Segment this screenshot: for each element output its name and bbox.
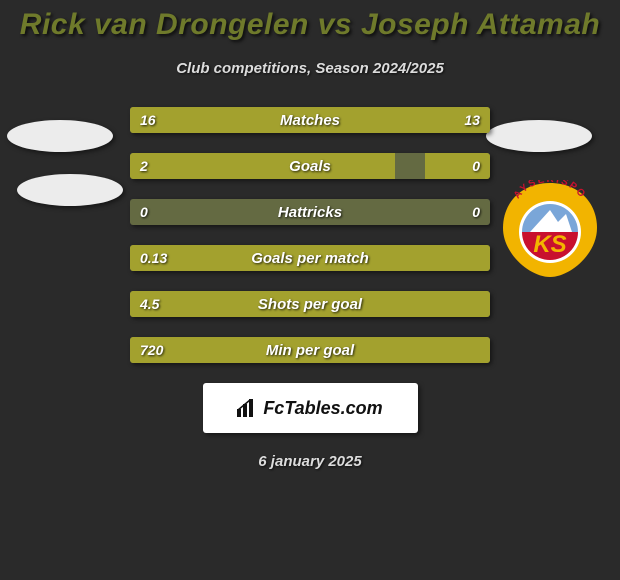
- brand-logo-plate: FcTables.com: [203, 383, 418, 433]
- club-badge: AYSERISPO KS: [500, 180, 600, 280]
- player2-avatar-oval: [486, 120, 592, 152]
- vs-separator: vs: [318, 8, 352, 41]
- date-label: 6 january 2025: [0, 453, 620, 470]
- badge-letters: KS: [533, 231, 566, 258]
- stat-row: 1613Matches: [130, 107, 490, 133]
- stat-label: Matches: [130, 107, 490, 133]
- bars-icon: [237, 399, 259, 417]
- stat-label: Goals: [130, 153, 490, 179]
- stat-row: 00Hattricks: [130, 199, 490, 225]
- stat-row: 0.13Goals per match: [130, 245, 490, 271]
- stat-label: Goals per match: [130, 245, 490, 271]
- brand-text: FcTables.com: [263, 398, 382, 419]
- subtitle: Club competitions, Season 2024/2025: [0, 60, 620, 77]
- brand-logo: FcTables.com: [237, 398, 382, 419]
- comparison-chart: AYSERISPO KS 1613Matches 20Goals 00Hattric…: [0, 107, 620, 363]
- player1-avatar-oval: [7, 120, 113, 152]
- player2-name: Joseph Attamah: [361, 8, 600, 41]
- stat-bars: 1613Matches 20Goals 00Hattricks 0.13Goals p…: [130, 107, 490, 363]
- stat-label: Min per goal: [130, 337, 490, 363]
- stat-row: 720Min per goal: [130, 337, 490, 363]
- stat-row: 4.5Shots per goal: [130, 291, 490, 317]
- player1-avatar-oval-alt: [17, 174, 123, 206]
- player1-name: Rick van Drongelen: [20, 8, 309, 41]
- stat-row: 20Goals: [130, 153, 490, 179]
- stat-label: Hattricks: [130, 199, 490, 225]
- stat-label: Shots per goal: [130, 291, 490, 317]
- page-title: Rick van Drongelen vs Joseph Attamah: [0, 0, 620, 42]
